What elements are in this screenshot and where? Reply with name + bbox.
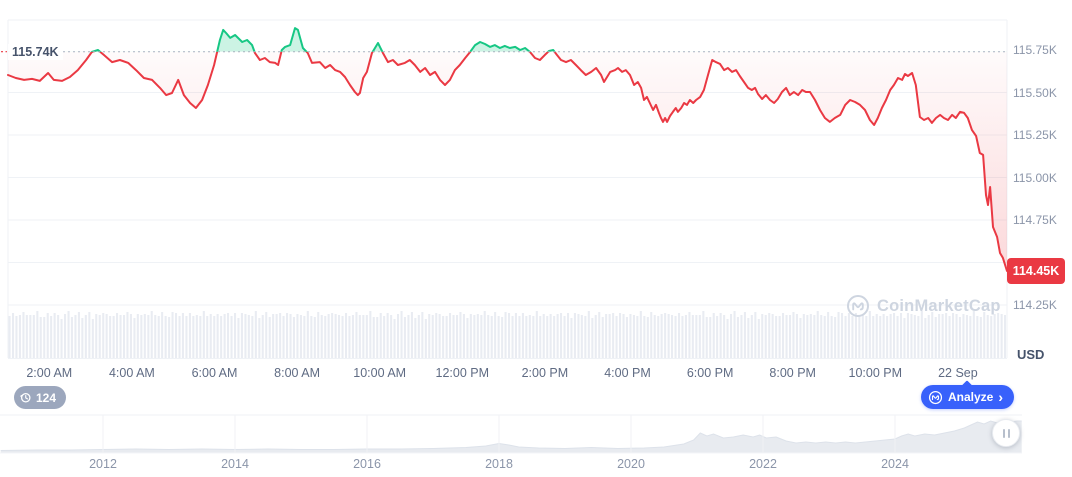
year-label: 2012 bbox=[89, 457, 117, 471]
chevron-right-icon: › bbox=[998, 388, 1004, 405]
drag-handle-icon bbox=[1007, 428, 1010, 438]
coinmarketcap-logo-icon bbox=[847, 295, 869, 317]
y-axis-label: 115.75K bbox=[1013, 43, 1057, 57]
clock-history-icon bbox=[20, 392, 31, 403]
coinmarketcap-logo-icon bbox=[928, 390, 943, 404]
year-label: 2014 bbox=[221, 457, 249, 471]
x-axis-label: 2:00 PM bbox=[521, 366, 569, 380]
timeline-minimap[interactable] bbox=[0, 415, 1022, 453]
x-axis-label: 4:00 AM bbox=[108, 366, 155, 380]
x-axis-label: 10:00 PM bbox=[848, 366, 903, 380]
analyze-button-label: Analyze bbox=[948, 390, 994, 404]
x-axis-label: 8:00 PM bbox=[769, 366, 816, 380]
year-label: 2016 bbox=[353, 457, 381, 471]
y-axis-label: 114.25K bbox=[1013, 298, 1057, 312]
x-axis-label: 10:00 AM bbox=[353, 366, 407, 380]
year-label: 2018 bbox=[485, 457, 513, 471]
watermark-text: CoinMarketCap bbox=[877, 296, 1001, 315]
timeline-scrubber-handle[interactable] bbox=[992, 419, 1020, 447]
currency-label: USD bbox=[1017, 347, 1045, 362]
y-axis-label: 115.25K bbox=[1013, 128, 1057, 142]
history-count: 124 bbox=[36, 390, 57, 405]
history-badge[interactable]: 124 bbox=[14, 386, 67, 409]
year-label: 2024 bbox=[881, 457, 909, 471]
x-axis-label: 6:00 AM bbox=[191, 366, 238, 380]
x-axis-label: 22 Sep bbox=[938, 366, 978, 380]
x-axis-label: 12:00 PM bbox=[435, 366, 490, 380]
y-axis-label: 115.50K bbox=[1013, 85, 1057, 100]
prev-close-price-label: 115.74K bbox=[8, 44, 63, 60]
drag-handle-icon bbox=[1002, 428, 1005, 438]
x-axis-label: 6:00 PM bbox=[686, 366, 734, 380]
x-axis-label: 4:00 PM bbox=[604, 366, 651, 380]
y-axis-label: 115.00K bbox=[1013, 170, 1057, 185]
current-price-badge: 114.45K bbox=[1007, 258, 1065, 284]
year-label: 2020 bbox=[617, 457, 645, 471]
x-axis-label: 8:00 AM bbox=[274, 366, 321, 380]
year-label: 2022 bbox=[749, 457, 777, 471]
coinmarketcap-watermark: CoinMarketCap bbox=[846, 294, 1001, 318]
x-axis-label: 2:00 AM bbox=[26, 366, 73, 380]
analyze-button[interactable]: Analyze › bbox=[921, 385, 1015, 409]
y-axis-label: 114.75K bbox=[1013, 213, 1057, 227]
